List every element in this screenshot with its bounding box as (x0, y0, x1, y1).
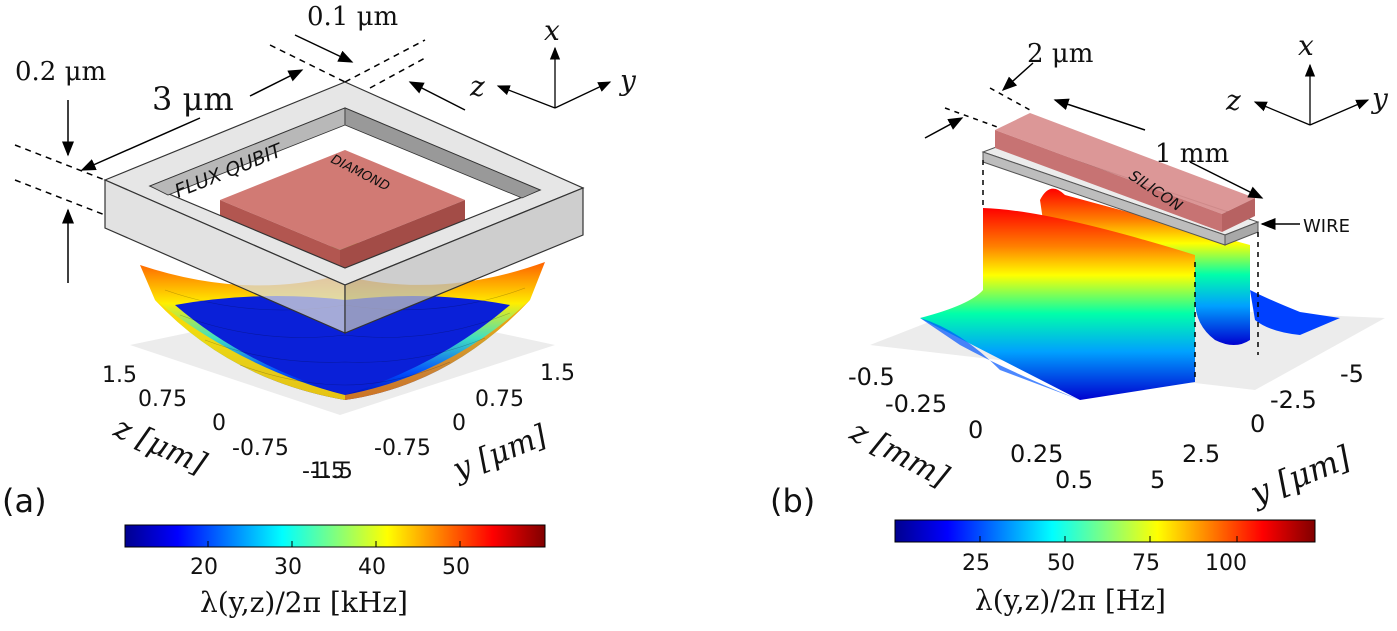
axis-triad-b (1253, 63, 1370, 126)
panel-label-b: (b) (770, 482, 815, 520)
y-tick: -1.5 (310, 459, 353, 484)
y-tick: 1.5 (540, 361, 575, 386)
diamond-sample: DIAMOND (220, 150, 465, 275)
z-tick: 1.5 (102, 363, 137, 388)
panel-label-a: (a) (2, 482, 47, 520)
colorbar-tick: 75 (1132, 551, 1160, 576)
y-tick: -0.75 (374, 436, 431, 461)
axis-triad-a (496, 46, 612, 109)
colorbar-tick: 25 (962, 551, 990, 576)
z-axis-label-b: z [mm] (843, 414, 954, 495)
y-tick: 0.75 (475, 387, 524, 412)
y-tick: -2.5 (1270, 386, 1317, 414)
dim-width: 2 μm (1027, 39, 1093, 69)
dimension-lines-a (14, 34, 466, 283)
z-axis-label-a: z [μm] (108, 410, 212, 482)
colorbar-tick: 20 (190, 555, 218, 580)
y-ticks-b: 5 2.5 0 -2.5 -5 (1150, 360, 1364, 494)
panel-b: SILICON 2 μm 1 mm WIRE x y z (770, 29, 1389, 617)
y-tick: 0 (1250, 410, 1265, 438)
colorbar-tick: 50 (442, 555, 470, 580)
projection-lines-b (944, 87, 1259, 382)
y-tick: 0 (452, 411, 466, 436)
z-tick: -1.5 (302, 459, 345, 484)
triad-y-a: y (618, 64, 637, 97)
triad-y-b: y (1370, 82, 1389, 115)
z-tick: 0.25 (1010, 440, 1063, 468)
z-tick: -0.75 (232, 436, 289, 461)
triad-x-b: x (1298, 29, 1314, 62)
triad-z-b: z (1225, 84, 1241, 117)
triad-x-a: x (544, 14, 560, 47)
y-tick: 5 (1150, 466, 1165, 494)
z-tick: -0.5 (848, 363, 895, 391)
y-ticks-a: -1.5 -0.75 0 0.75 1.5 (310, 361, 575, 484)
colorbar-tick: 50 (1047, 551, 1075, 576)
colorbar-tick: 40 (358, 555, 386, 580)
z-tick: 0 (212, 411, 226, 436)
dimension-arrows-b (924, 62, 1300, 230)
dim-left: 0.2 μm (15, 57, 106, 87)
coupling-surface-b (920, 188, 1340, 400)
z-ticks-b: -0.5 -0.25 0 0.25 0.5 (848, 363, 1093, 494)
colorbar-b: 25 50 75 100 λ(y,z)/2π [Hz] (894, 519, 1316, 617)
colorbar-tick: 100 (1205, 551, 1247, 576)
wire-label: WIRE (1303, 216, 1350, 237)
dim-length: 1 mm (1155, 139, 1229, 169)
dim-top: 0.1 μm (307, 2, 398, 32)
colorbar-label-a: λ(y,z)/2π [kHz] (200, 586, 408, 619)
triad-z-a: z (469, 70, 485, 103)
z-tick: 0.5 (1055, 466, 1093, 494)
dim-side: 3 μm (152, 80, 234, 118)
z-tick: 0 (968, 416, 983, 444)
colorbar-tick: 30 (274, 555, 302, 580)
flux-qubit-frame: FLUX QUBIT (103, 81, 585, 334)
y-axis-label-b: y [μm] (1243, 438, 1356, 513)
z-ticks-a: 1.5 0.75 0 -0.75 -1.5 (102, 363, 345, 484)
panel-a: DIAMOND FLUX QUBIT 0 (2, 2, 637, 619)
colorbar-a: 20 30 40 50 λ(y,z)/2π [kHz] (124, 524, 546, 619)
colorbar-label-b: λ(y,z)/2π [Hz] (975, 584, 1166, 617)
z-tick: -0.25 (885, 390, 947, 418)
z-tick: 0.75 (138, 387, 187, 412)
y-tick: 2.5 (1182, 440, 1220, 468)
y-tick: -5 (1340, 360, 1364, 388)
